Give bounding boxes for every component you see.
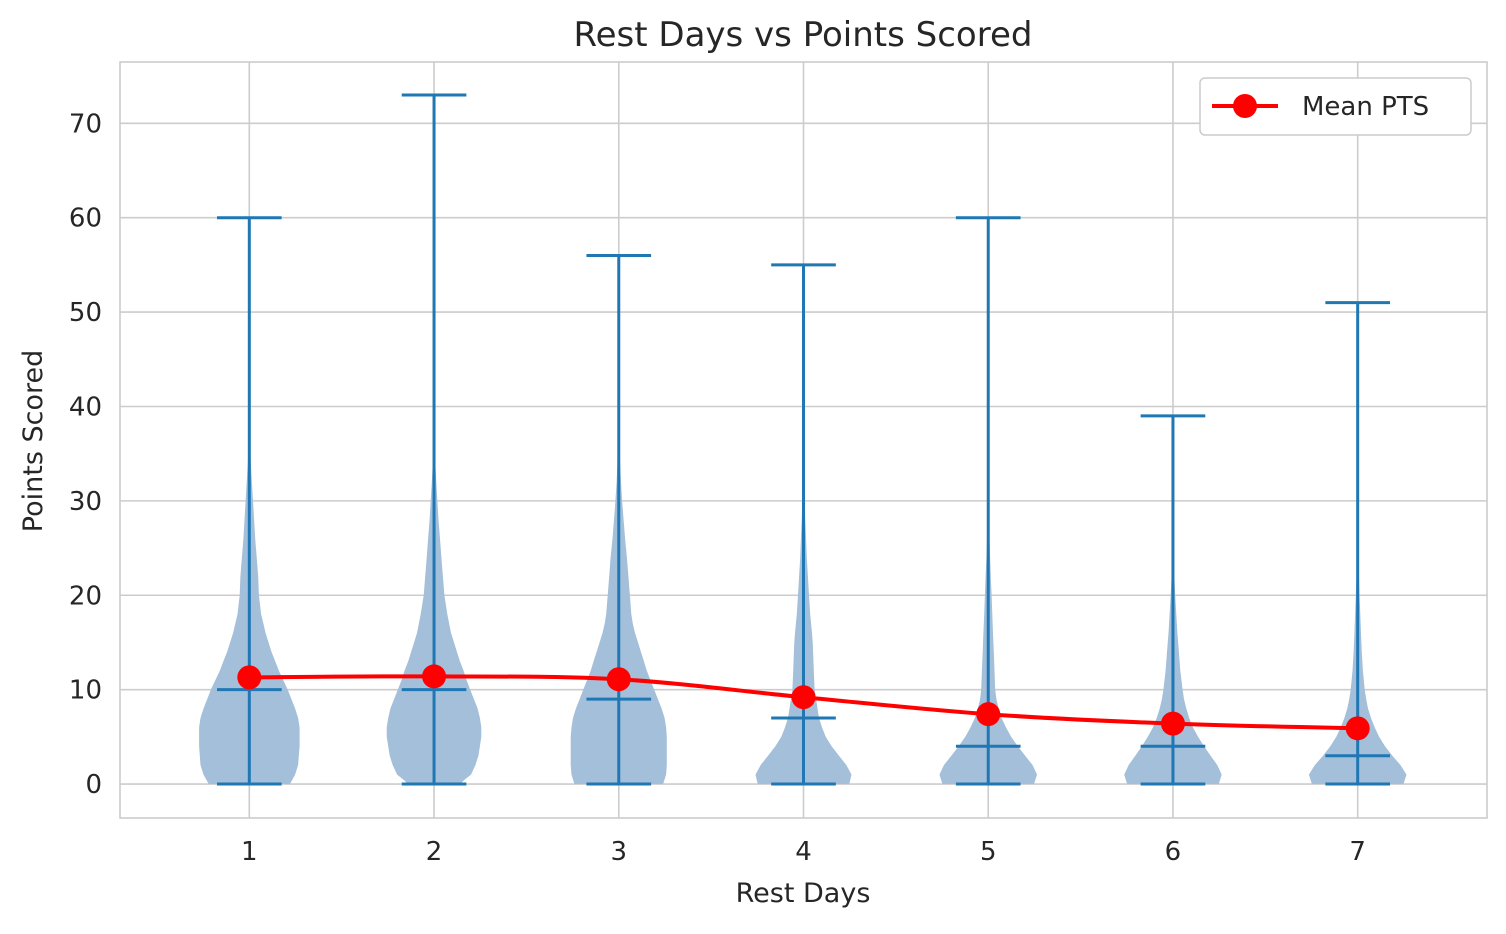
mean-line-layer bbox=[237, 664, 1370, 741]
y-tick-label: 50 bbox=[69, 298, 102, 328]
legend: Mean PTS bbox=[1199, 77, 1472, 136]
x-tick-label: 1 bbox=[241, 837, 258, 867]
mean-pts-point bbox=[606, 667, 631, 692]
y-tick-label: 0 bbox=[85, 770, 102, 800]
x-tick-label: 7 bbox=[1349, 837, 1366, 867]
x-tick-label: 2 bbox=[426, 837, 443, 867]
legend-box bbox=[1199, 77, 1472, 136]
mean-pts-point bbox=[422, 664, 447, 689]
chart-title: Rest Days vs Points Scored bbox=[574, 15, 1033, 55]
tick-labels: 0 10 20 30 40 50 60 70 1 2 3 4 5 6 7 bbox=[69, 109, 1366, 867]
y-tick-label: 20 bbox=[69, 581, 102, 611]
mean-pts-point bbox=[1160, 711, 1185, 736]
mean-pts-point bbox=[237, 665, 262, 690]
x-tick-label: 5 bbox=[980, 837, 997, 867]
mean-pts-point bbox=[976, 702, 1001, 727]
y-axis-label: Points Scored bbox=[18, 350, 49, 532]
legend-marker-swatch bbox=[1233, 94, 1257, 118]
axes-frame bbox=[119, 61, 1488, 819]
violin-lines-layer bbox=[216, 93, 1391, 786]
y-tick-label: 40 bbox=[69, 392, 102, 422]
x-tick-label: 4 bbox=[795, 837, 812, 867]
mean-pts-point bbox=[1345, 716, 1370, 741]
mean-pts-point bbox=[791, 685, 816, 710]
y-tick-label: 60 bbox=[69, 204, 102, 234]
axes-spines bbox=[119, 61, 1488, 819]
x-tick-label: 3 bbox=[610, 837, 627, 867]
x-axis-label: Rest Days bbox=[736, 878, 871, 909]
legend-entry-mean-pts: Mean PTS bbox=[1302, 92, 1429, 122]
y-tick-label: 10 bbox=[69, 676, 102, 706]
y-tick-label: 30 bbox=[69, 487, 102, 517]
x-tick-label: 6 bbox=[1165, 837, 1182, 867]
y-tick-label: 70 bbox=[69, 109, 102, 139]
